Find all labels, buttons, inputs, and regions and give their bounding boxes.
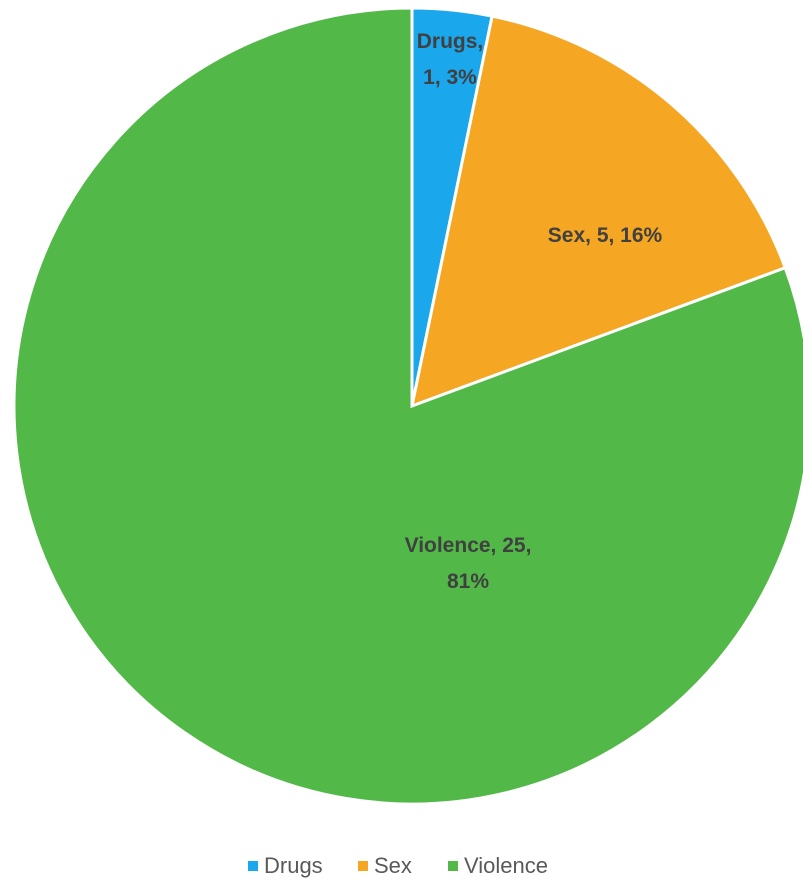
legend-label-violence: Violence xyxy=(464,853,548,878)
legend-swatch-sex xyxy=(358,861,368,871)
legend-label-drugs: Drugs xyxy=(264,853,323,878)
data-labels: Drugs, 1, 3% Sex, 5, 16% Violence, 25, 81% xyxy=(405,30,663,593)
legend-label-sex: Sex xyxy=(374,853,412,878)
data-label-drugs: Drugs, 1, 3% xyxy=(417,30,484,89)
legend-swatch-drugs xyxy=(248,861,258,871)
data-label-sex: Sex, 5, 16% xyxy=(548,224,663,247)
pie-slices xyxy=(12,6,803,806)
pie-slice-violence xyxy=(12,6,803,806)
legend-swatch-violence xyxy=(448,861,458,871)
data-label-violence: Violence, 25, 81% xyxy=(405,534,532,593)
legend: Drugs Sex Violence xyxy=(248,853,548,878)
pie-slice-sex xyxy=(409,14,788,409)
